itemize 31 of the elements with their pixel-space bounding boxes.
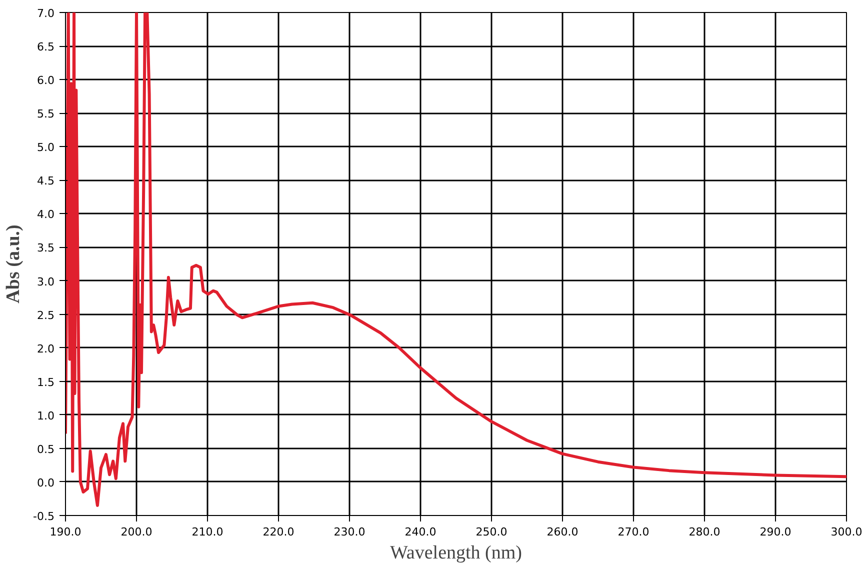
y-tick-label: 7.0 <box>37 7 55 20</box>
y-tick-label: 2.5 <box>37 308 55 322</box>
y-axis-title: Abs (a.u.) <box>3 224 24 304</box>
y-tick-label: 0.5 <box>37 442 55 456</box>
x-tick-label: 260.0 <box>546 526 578 538</box>
x-tick-label: 240.0 <box>404 526 436 538</box>
y-tick-label: -0.5 <box>33 510 55 523</box>
y-tick-label: 2.0 <box>37 342 55 356</box>
y-tick-label: 3.0 <box>37 275 55 288</box>
x-tick-label: 300.0 <box>830 526 862 538</box>
x-tick-label: 270.0 <box>618 526 650 538</box>
x-tick-label: 290.0 <box>760 526 792 538</box>
y-tick-label: 4.5 <box>37 174 55 188</box>
x-tick-label: 210.0 <box>192 526 224 538</box>
x-tick-label: 200.0 <box>120 526 152 538</box>
x-tick-label: 250.0 <box>476 526 508 538</box>
y-tick-label: 4.0 <box>37 208 55 222</box>
y-tick-label: 6.5 <box>37 40 55 54</box>
line-series <box>66 12 846 507</box>
x-tick-label: 280.0 <box>688 526 720 538</box>
y-tick-label: 5.0 <box>37 141 55 154</box>
x-tick-label: 190.0 <box>50 526 82 538</box>
y-tick-label: 3.5 <box>37 242 55 255</box>
y-tick-label: 5.5 <box>37 108 55 121</box>
y-tick-label: 0.0 <box>37 476 55 490</box>
x-tick-label: 230.0 <box>334 526 366 538</box>
y-tick-label: 1.0 <box>37 409 55 422</box>
y-tick-label: 6.0 <box>37 74 55 88</box>
x-tick-label: 220.0 <box>262 526 294 538</box>
y-tick-label: 1.5 <box>37 376 55 389</box>
x-axis-title: Wavelength (nm) <box>390 542 522 564</box>
